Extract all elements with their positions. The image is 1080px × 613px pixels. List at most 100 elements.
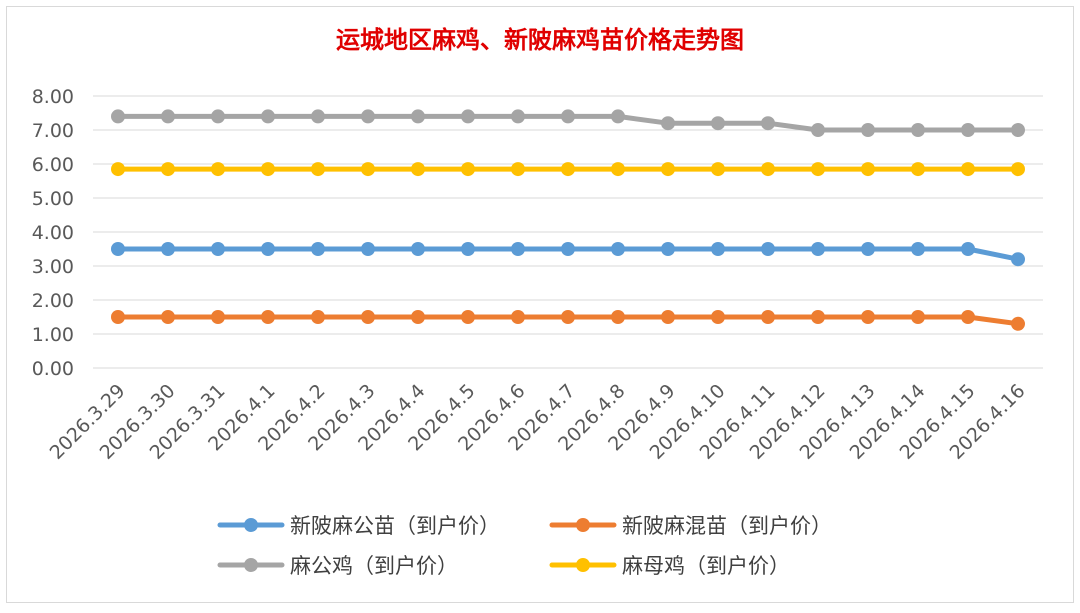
data-point [911, 162, 925, 177]
data-point [661, 116, 675, 131]
data-point [461, 310, 475, 324]
y-tick-label: 7.00 [32, 120, 74, 142]
series-2 [111, 310, 1025, 331]
data-point [1011, 162, 1025, 177]
data-point [1011, 316, 1025, 331]
legend: 新陂麻公苗（到户价） 新陂麻混苗（到户价） 麻公鸡（到户价） 麻母鸡（到户价） [217, 514, 832, 578]
data-point [311, 310, 325, 324]
data-point [761, 162, 775, 177]
series-lines [111, 109, 1025, 331]
data-point [611, 310, 625, 324]
data-point [111, 162, 125, 177]
data-point [611, 109, 625, 124]
data-point [811, 123, 825, 137]
data-point [561, 162, 575, 177]
data-point [761, 242, 775, 256]
legend-label: 麻公鸡（到户价） [290, 554, 458, 578]
data-point [211, 109, 225, 124]
legend-item: 麻母鸡（到户价） [549, 554, 790, 578]
y-tick-label: 5.00 [32, 188, 74, 210]
data-point [461, 242, 475, 256]
data-point [961, 162, 975, 177]
data-point [261, 162, 275, 177]
data-point [461, 162, 475, 177]
legend-label: 新陂麻混苗（到户价） [622, 514, 832, 538]
data-point [861, 242, 875, 256]
data-point [411, 310, 425, 324]
legend-item: 新陂麻混苗（到户价） [549, 514, 832, 538]
data-point [711, 116, 725, 131]
data-point [261, 310, 275, 324]
data-point [711, 242, 725, 256]
gridlines [93, 95, 1043, 369]
y-tick-label: 8.00 [32, 86, 74, 108]
data-point [861, 162, 875, 177]
data-point [511, 162, 525, 177]
data-point [661, 310, 675, 324]
data-point [711, 310, 725, 324]
data-point [511, 310, 525, 324]
data-point [761, 310, 775, 324]
y-tick-label: 3.00 [32, 256, 74, 278]
legend-label: 麻母鸡（到户价） [622, 554, 790, 578]
data-point [311, 162, 325, 177]
data-point [561, 310, 575, 324]
data-point [411, 162, 425, 177]
data-point [611, 162, 625, 177]
data-point [611, 242, 625, 256]
y-tick-label: 2.00 [32, 290, 74, 312]
data-point [261, 109, 275, 124]
series-1 [111, 242, 1025, 267]
data-point [811, 162, 825, 177]
data-point [511, 242, 525, 256]
data-point [711, 162, 725, 177]
y-axis-tick-labels: 0.00 1.00 2.00 3.00 4.00 5.00 6.00 7.00 8.00 [32, 86, 74, 380]
legend-marker-swatch [244, 518, 258, 532]
data-point [811, 310, 825, 324]
data-point [211, 162, 225, 177]
data-point [161, 109, 175, 124]
data-point [961, 310, 975, 324]
data-point [161, 242, 175, 256]
y-tick-label: 6.00 [32, 154, 74, 176]
data-point [111, 242, 125, 256]
data-point [961, 242, 975, 256]
data-point [661, 162, 675, 177]
data-point [461, 109, 475, 124]
legend-item: 新陂麻公苗（到户价） [217, 514, 500, 538]
data-point [561, 109, 575, 124]
chart-border [6, 6, 1074, 603]
chart-title: 运城地区麻鸡、新陂麻鸡苗价格走势图 [336, 26, 744, 54]
legend-marker-swatch [576, 518, 590, 532]
data-point [761, 116, 775, 131]
data-point [111, 310, 125, 324]
data-point [961, 123, 975, 137]
data-point [661, 242, 675, 256]
series-3 [111, 109, 1025, 137]
data-point [311, 242, 325, 256]
data-point [861, 310, 875, 324]
data-point [1011, 252, 1025, 267]
data-point [1011, 123, 1025, 137]
data-point [361, 162, 375, 177]
data-point [161, 310, 175, 324]
data-point [811, 242, 825, 256]
data-point [861, 123, 875, 137]
series-4 [111, 162, 1025, 177]
y-tick-label: 0.00 [32, 358, 74, 380]
data-point [211, 310, 225, 324]
data-point [161, 162, 175, 177]
data-point [111, 109, 125, 124]
legend-marker-swatch [244, 558, 258, 572]
data-point [911, 310, 925, 324]
data-point [411, 109, 425, 124]
data-point [411, 242, 425, 256]
data-point [361, 109, 375, 124]
data-point [361, 310, 375, 324]
data-point [261, 242, 275, 256]
data-point [911, 123, 925, 137]
data-point [511, 109, 525, 124]
